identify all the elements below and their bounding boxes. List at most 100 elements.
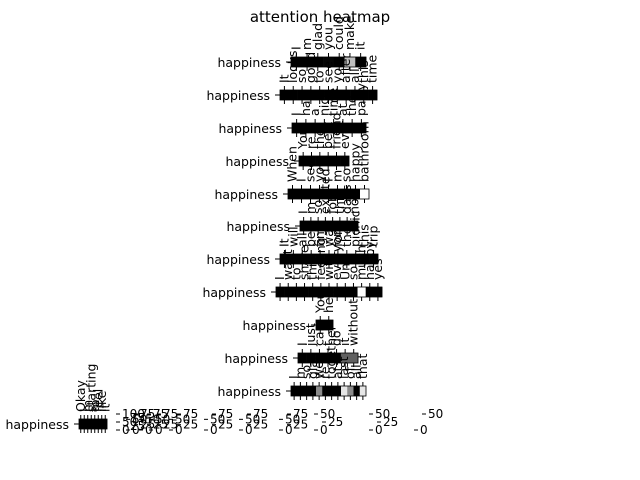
token-label: glad — [305, 352, 320, 379]
heatmap-cell — [315, 189, 325, 199]
heatmap-cell — [341, 386, 348, 396]
token-label: this — [356, 60, 371, 83]
row-frame — [315, 319, 334, 331]
token-label: the — [339, 226, 354, 247]
colorbar-tick-label: 50 — [155, 412, 170, 426]
token-label: feeling — [313, 237, 328, 280]
row-frame — [279, 253, 379, 265]
token-label: do — [329, 330, 344, 346]
token-label: so — [299, 365, 314, 379]
heatmap-cell — [319, 123, 330, 133]
colorbar-tick-label: 75 — [253, 407, 268, 421]
heatmap-row: happiness Itwillallbefinewaitforthepicnic… — [206, 210, 381, 268]
token-label: time — [326, 87, 341, 116]
token-label: party — [353, 82, 368, 116]
token-label: now — [346, 188, 361, 214]
row-label: happiness — [206, 88, 270, 103]
token-label: be — [303, 231, 318, 247]
heatmap-cell — [324, 320, 334, 330]
colorbar-tick-label: 50 — [428, 407, 443, 421]
heatmap-cell — [292, 123, 302, 133]
heatmap-cell — [315, 156, 325, 166]
token-label: starting — [83, 364, 98, 412]
heatmap-cell — [89, 419, 94, 429]
token-label: all — [349, 364, 364, 379]
token-label: share — [297, 245, 312, 280]
row-label: happiness — [202, 285, 266, 300]
heatmap-cell — [368, 90, 378, 100]
heatmap-cell — [316, 287, 326, 297]
token-label: re — [317, 366, 332, 379]
heatmap-cell — [297, 254, 308, 264]
token-label: Um — [337, 259, 352, 280]
token-label: it — [353, 42, 368, 50]
heatmap-cell — [336, 221, 344, 231]
heatmap-cell — [310, 123, 321, 133]
heatmap-cell — [291, 57, 303, 67]
token-label: m — [292, 367, 307, 379]
heatmap-row: happiness Itlookssogoodtoseeyouafterallth… — [206, 50, 380, 104]
heatmap-cell — [103, 419, 108, 429]
token-label: m — [299, 38, 314, 50]
token-label: friend — [329, 112, 344, 149]
token-label: picnic — [348, 210, 363, 247]
token-label: bathroom — [357, 121, 372, 182]
token-label: m — [80, 400, 95, 412]
token-label: I — [272, 276, 287, 280]
heatmap-cell — [303, 386, 311, 396]
colorbar: 050 — [414, 407, 443, 437]
heatmap-cell — [306, 90, 316, 100]
heatmap-cell — [338, 123, 348, 133]
heatmap-cell — [333, 57, 345, 67]
token-label: I — [294, 178, 309, 182]
heatmap-cell — [276, 287, 285, 297]
row-frame — [290, 56, 367, 68]
colorbar-tick-label: 0 — [375, 423, 383, 437]
token-label: so — [339, 168, 354, 182]
heatmap-cell — [96, 419, 101, 429]
token-label: time — [365, 54, 380, 83]
token-label: yes — [370, 258, 385, 280]
heatmap-cell — [306, 189, 316, 199]
token-label: it — [97, 404, 112, 412]
heatmap-cell — [343, 221, 352, 231]
token-label: days — [339, 184, 354, 214]
heatmap-cell — [324, 156, 333, 166]
heatmap-cell — [332, 90, 343, 100]
heatmap-cell — [349, 353, 359, 363]
heatmap-cell — [355, 57, 367, 67]
token-label: so — [294, 69, 309, 83]
token-label: see — [303, 160, 318, 182]
colorbar-tick-label: 50 — [375, 407, 390, 421]
token-label: can — [311, 324, 326, 346]
heatmap-cell — [324, 287, 334, 297]
heatmap-cell — [322, 386, 329, 396]
token-label: you — [312, 159, 327, 182]
token-label: of — [342, 366, 357, 379]
heatmap-cell — [356, 123, 367, 133]
heatmap-cell — [369, 254, 379, 264]
row-frame — [275, 286, 383, 298]
token-label: you — [321, 27, 336, 50]
heatmap-cell — [350, 90, 360, 100]
token-label: nice — [316, 90, 331, 116]
token-label: last — [336, 356, 351, 379]
heatmap-cell — [357, 287, 366, 297]
colorbar-tick-label: 25 — [293, 418, 308, 432]
token-label: at — [335, 103, 350, 116]
colorbar-tick-label: 50 — [320, 407, 335, 421]
token-label: You — [295, 127, 310, 150]
heatmap-cell — [347, 123, 358, 133]
heatmap-cell — [316, 386, 323, 396]
row-frame — [298, 155, 350, 167]
heatmap-cell — [297, 386, 304, 396]
token-label: I — [296, 210, 311, 214]
token-label: help — [321, 286, 336, 313]
